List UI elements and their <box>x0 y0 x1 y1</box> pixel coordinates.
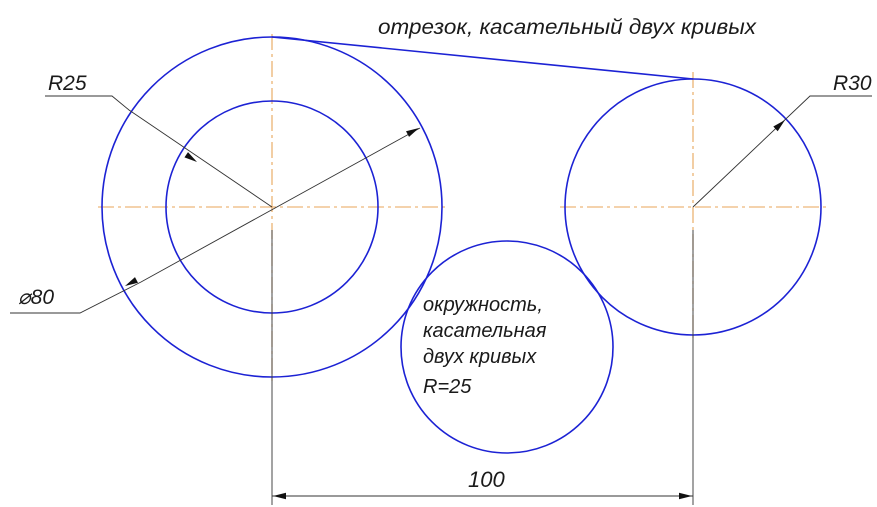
r25-leader <box>45 95 273 208</box>
circle-note-line-1: окружность, <box>423 294 543 316</box>
tangent-circle-middle <box>400 240 614 454</box>
r25-label: R25 <box>48 72 87 95</box>
circle-note-line-2: касательная <box>423 320 547 342</box>
d80-arrowhead-upper <box>406 125 421 137</box>
dimension-value: 100 <box>468 467 505 492</box>
radius-dimension-left: R25 <box>45 72 273 208</box>
dimension-arrowhead-left <box>273 492 286 500</box>
circle-note-line-4: R=25 <box>423 376 472 398</box>
distance-dimension: 100 <box>271 230 694 505</box>
d80-leader <box>10 127 421 314</box>
r25-arrowhead <box>184 152 199 165</box>
d80-label: ⌀80 <box>18 286 54 309</box>
diameter-dimension-left: ⌀80 <box>10 125 421 314</box>
circle-note-line-3: двух кривых <box>423 346 537 368</box>
radius-dimension-right: R30 <box>692 72 872 208</box>
r30-label: R30 <box>833 72 872 95</box>
dimension-arrowhead-right <box>679 492 692 500</box>
r30-leader <box>692 95 872 208</box>
tangent-segment <box>271 36 694 80</box>
tangent-segment-note: отрезок, касательный двух кривых <box>378 16 758 39</box>
tangent-circle-note: окружность, касательная двух кривых R=25 <box>423 294 547 398</box>
